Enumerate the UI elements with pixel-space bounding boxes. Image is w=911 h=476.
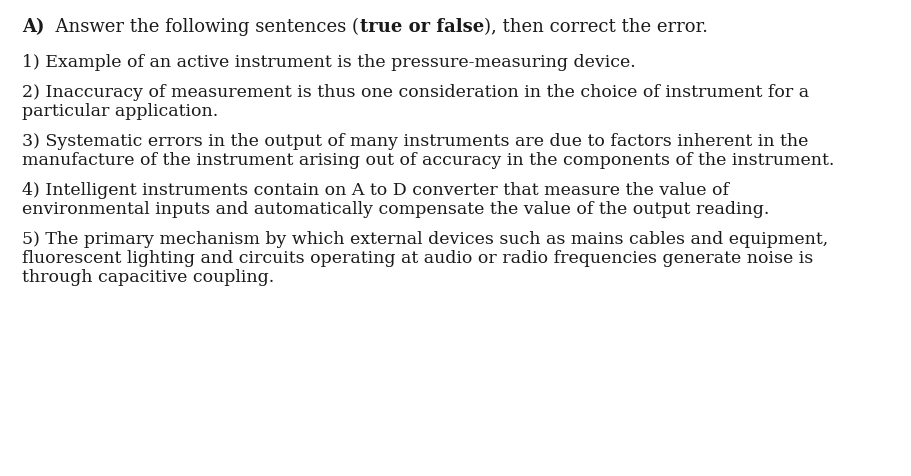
Text: 2) Inaccuracy of measurement is thus one consideration in the choice of instrume: 2) Inaccuracy of measurement is thus one… xyxy=(22,84,809,101)
Text: 4) Intelligent instruments contain on A to D converter that measure the value of: 4) Intelligent instruments contain on A … xyxy=(22,182,729,199)
Text: particular application.: particular application. xyxy=(22,103,219,120)
Text: through capacitive coupling.: through capacitive coupling. xyxy=(22,269,274,286)
Text: Answer the following sentences (: Answer the following sentences ( xyxy=(45,18,360,36)
Text: 3) Systematic errors in the output of many instruments are due to factors inhere: 3) Systematic errors in the output of ma… xyxy=(22,133,808,150)
Text: A): A) xyxy=(22,18,45,36)
Text: ), then correct the error.: ), then correct the error. xyxy=(484,18,708,36)
Text: environmental inputs and automatically compensate the value of the output readin: environmental inputs and automatically c… xyxy=(22,201,770,218)
Text: manufacture of the instrument arising out of accuracy in the components of the i: manufacture of the instrument arising ou… xyxy=(22,152,834,169)
Text: 5) The primary mechanism by which external devices such as mains cables and equi: 5) The primary mechanism by which extern… xyxy=(22,231,828,248)
Text: true or false: true or false xyxy=(360,18,484,36)
Text: 1) Example of an active instrument is the pressure-measuring device.: 1) Example of an active instrument is th… xyxy=(22,54,636,71)
Text: fluorescent lighting and circuits operating at audio or radio frequencies genera: fluorescent lighting and circuits operat… xyxy=(22,250,814,267)
